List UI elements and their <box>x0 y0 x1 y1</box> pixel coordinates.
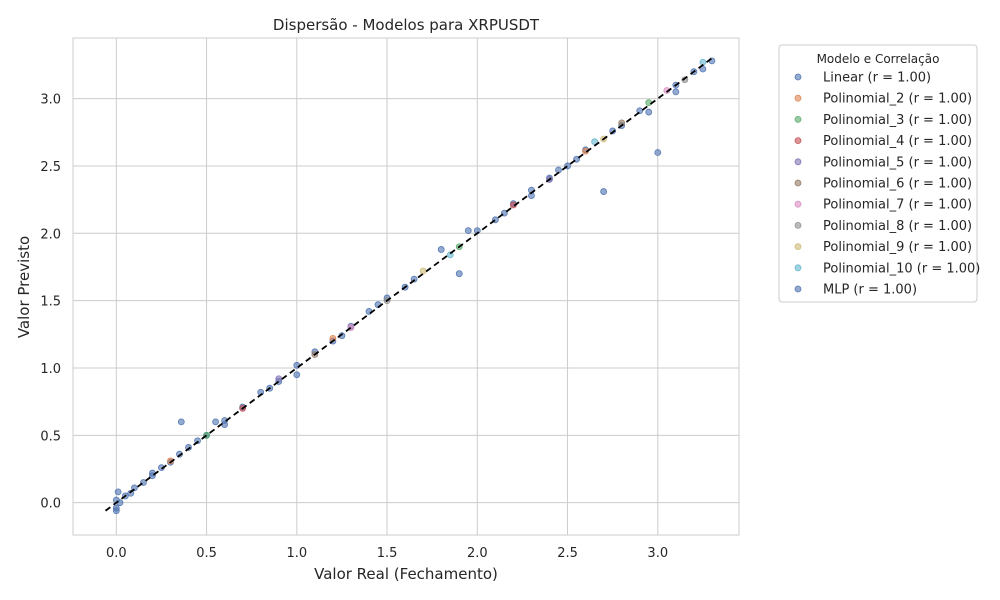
data-point <box>455 270 463 278</box>
y-axis-ticks: 0.0 0.5 1.0 1.5 2.0 2.5 3.0 <box>40 93 61 512</box>
legend-label: Polinomial_3 (r = 1.00) <box>823 113 972 128</box>
legend-item: MLP (r = 1.00) <box>794 283 917 298</box>
legend-marker <box>794 243 802 251</box>
reference-line <box>104 57 713 512</box>
y-tick-label: 0.0 <box>40 497 61 512</box>
y-tick-label: 1.0 <box>40 362 61 377</box>
y-tick-label: 1.5 <box>40 295 61 310</box>
legend-marker <box>794 137 802 145</box>
legend-item: Polinomial_3 (r = 1.00) <box>794 113 972 128</box>
legend-label: Polinomial_8 (r = 1.00) <box>823 219 972 234</box>
data-point <box>293 371 301 379</box>
data-points <box>112 57 716 515</box>
legend-items: Linear (r = 1.00) Polinomial_2 (r = 1.00)… <box>794 71 980 298</box>
series-1 <box>167 147 589 465</box>
series-10 <box>112 65 707 515</box>
legend-label: Polinomial_4 (r = 1.00) <box>823 134 972 149</box>
legend-marker <box>794 200 802 208</box>
legend-marker <box>794 221 802 229</box>
legend-item: Polinomial_5 (r = 1.00) <box>794 155 972 170</box>
legend: Modelo e Correlação Linear (r = 1.00) Pol… <box>778 44 980 303</box>
data-point <box>212 418 219 426</box>
legend-label: Polinomial_10 (r = 1.00) <box>823 261 980 276</box>
data-point <box>437 246 445 253</box>
x-tick-label: 0.0 <box>106 546 127 561</box>
legend-marker <box>794 179 802 187</box>
data-point <box>419 267 427 275</box>
legend-marker <box>794 285 802 293</box>
legend-item: Polinomial_10 (r = 1.00) <box>794 261 980 276</box>
legend-label: Polinomial_9 (r = 1.00) <box>823 240 972 255</box>
x-tick-label: 1.5 <box>377 546 398 561</box>
data-point <box>112 507 120 515</box>
legend-item: Polinomial_4 (r = 1.00) <box>794 134 972 149</box>
legend-item: Polinomial_6 (r = 1.00) <box>794 177 972 192</box>
legend-item: Polinomial_2 (r = 1.00) <box>794 92 972 107</box>
plot-frame <box>72 37 740 536</box>
legend-label: Polinomial_7 (r = 1.00) <box>823 198 972 213</box>
x-tick-label: 1.0 <box>286 546 307 561</box>
reference-line-group <box>104 57 713 512</box>
legend-marker <box>794 264 802 272</box>
x-axis-ticks: 0.0 0.5 1.0 1.5 2.0 2.5 3.0 <box>106 546 668 561</box>
legend-marker <box>794 73 802 81</box>
data-point <box>654 149 662 156</box>
y-tick-label: 3.0 <box>40 93 61 108</box>
legend-marker <box>794 158 802 166</box>
x-axis-label: Valor Real (Fechamento) <box>314 565 498 583</box>
legend-title: Modelo e Correlação <box>817 52 940 66</box>
legend-marker <box>794 116 802 123</box>
legend-label: Polinomial_2 (r = 1.00) <box>823 92 972 107</box>
legend-item: Linear (r = 1.00) <box>794 71 931 86</box>
x-tick-label: 3.0 <box>647 546 668 561</box>
legend-marker <box>794 94 802 102</box>
legend-label: Polinomial_5 (r = 1.00) <box>823 155 972 170</box>
chart-title: Dispersão - Modelos para XRPUSDT <box>273 16 540 34</box>
data-point <box>114 488 122 496</box>
data-point <box>645 108 653 116</box>
series-2 <box>203 99 653 439</box>
legend-label: MLP (r = 1.00) <box>823 283 917 298</box>
data-point <box>600 188 608 195</box>
data-point <box>464 227 472 235</box>
data-point <box>275 375 283 383</box>
y-tick-label: 2.5 <box>40 160 61 175</box>
data-point <box>672 88 680 96</box>
grid <box>73 38 739 535</box>
legend-box <box>778 44 978 303</box>
y-tick-label: 2.0 <box>40 227 61 242</box>
data-point <box>645 99 653 107</box>
x-tick-label: 0.5 <box>196 546 217 561</box>
x-tick-label: 2.5 <box>557 546 578 561</box>
data-point <box>221 421 229 428</box>
y-axis-label: Valor Previsto <box>15 236 33 338</box>
series-0 <box>112 57 716 512</box>
legend-label: Polinomial_6 (r = 1.00) <box>823 177 972 192</box>
legend-label: Linear (r = 1.00) <box>823 71 931 86</box>
data-point <box>177 418 185 426</box>
legend-item: Polinomial_8 (r = 1.00) <box>794 219 972 234</box>
legend-item: Polinomial_7 (r = 1.00) <box>794 198 972 213</box>
x-tick-label: 2.0 <box>467 546 488 561</box>
legend-item: Polinomial_9 (r = 1.00) <box>794 240 972 255</box>
y-tick-label: 0.5 <box>40 429 61 444</box>
